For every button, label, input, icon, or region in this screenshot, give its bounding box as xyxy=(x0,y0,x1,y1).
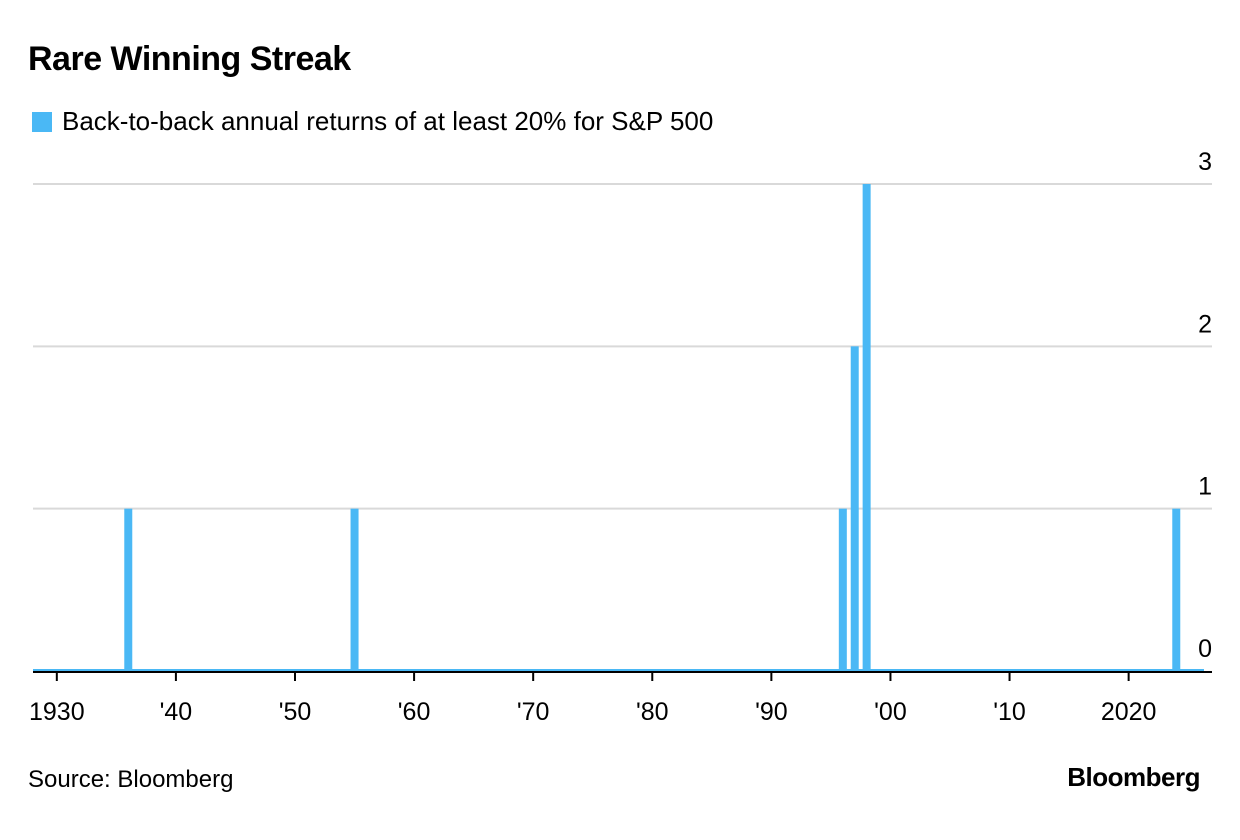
x-tick-label: '00 xyxy=(874,698,907,726)
x-tick-label: '90 xyxy=(755,698,788,726)
bars xyxy=(124,184,1181,671)
x-tick-label: 2020 xyxy=(1101,698,1157,726)
bar-1955 xyxy=(350,508,359,671)
x-tick-label: '50 xyxy=(279,698,312,726)
x-tick-label: '40 xyxy=(160,698,193,726)
x-tick-label: '70 xyxy=(517,698,550,726)
x-axis-labels: 1930 '40 '50 '60 '70 '80 '90 '00 '10 2020 xyxy=(29,672,1156,726)
bar-1997 xyxy=(850,346,859,671)
x-axis xyxy=(33,669,1212,673)
bar-1936 xyxy=(124,508,133,671)
bar-2024 xyxy=(1172,508,1181,671)
y-tick-label: 3 xyxy=(1198,148,1212,176)
x-tick-label: '80 xyxy=(636,698,669,726)
source-note: Source: Bloomberg xyxy=(28,766,234,793)
x-tick-label: 1930 xyxy=(29,698,85,726)
bar-1996 xyxy=(838,508,847,671)
legend-label: Back-to-back annual returns of at least … xyxy=(62,106,714,136)
y-tick-label: 1 xyxy=(1198,473,1212,501)
brand-logo: Bloomberg xyxy=(1067,762,1200,792)
x-tick-label: '60 xyxy=(398,698,431,726)
chart-title: Rare Winning Streak xyxy=(28,40,351,78)
legend-swatch xyxy=(32,111,52,132)
y-axis-labels: 0 1 2 3 xyxy=(1198,148,1212,663)
y-tick-label: 2 xyxy=(1198,310,1212,338)
x-tick-label: '10 xyxy=(993,698,1026,726)
bar-1998 xyxy=(862,184,871,671)
y-tick-label: 0 xyxy=(1198,635,1212,663)
gridlines xyxy=(33,183,1212,510)
legend: Back-to-back annual returns of at least … xyxy=(32,106,713,137)
